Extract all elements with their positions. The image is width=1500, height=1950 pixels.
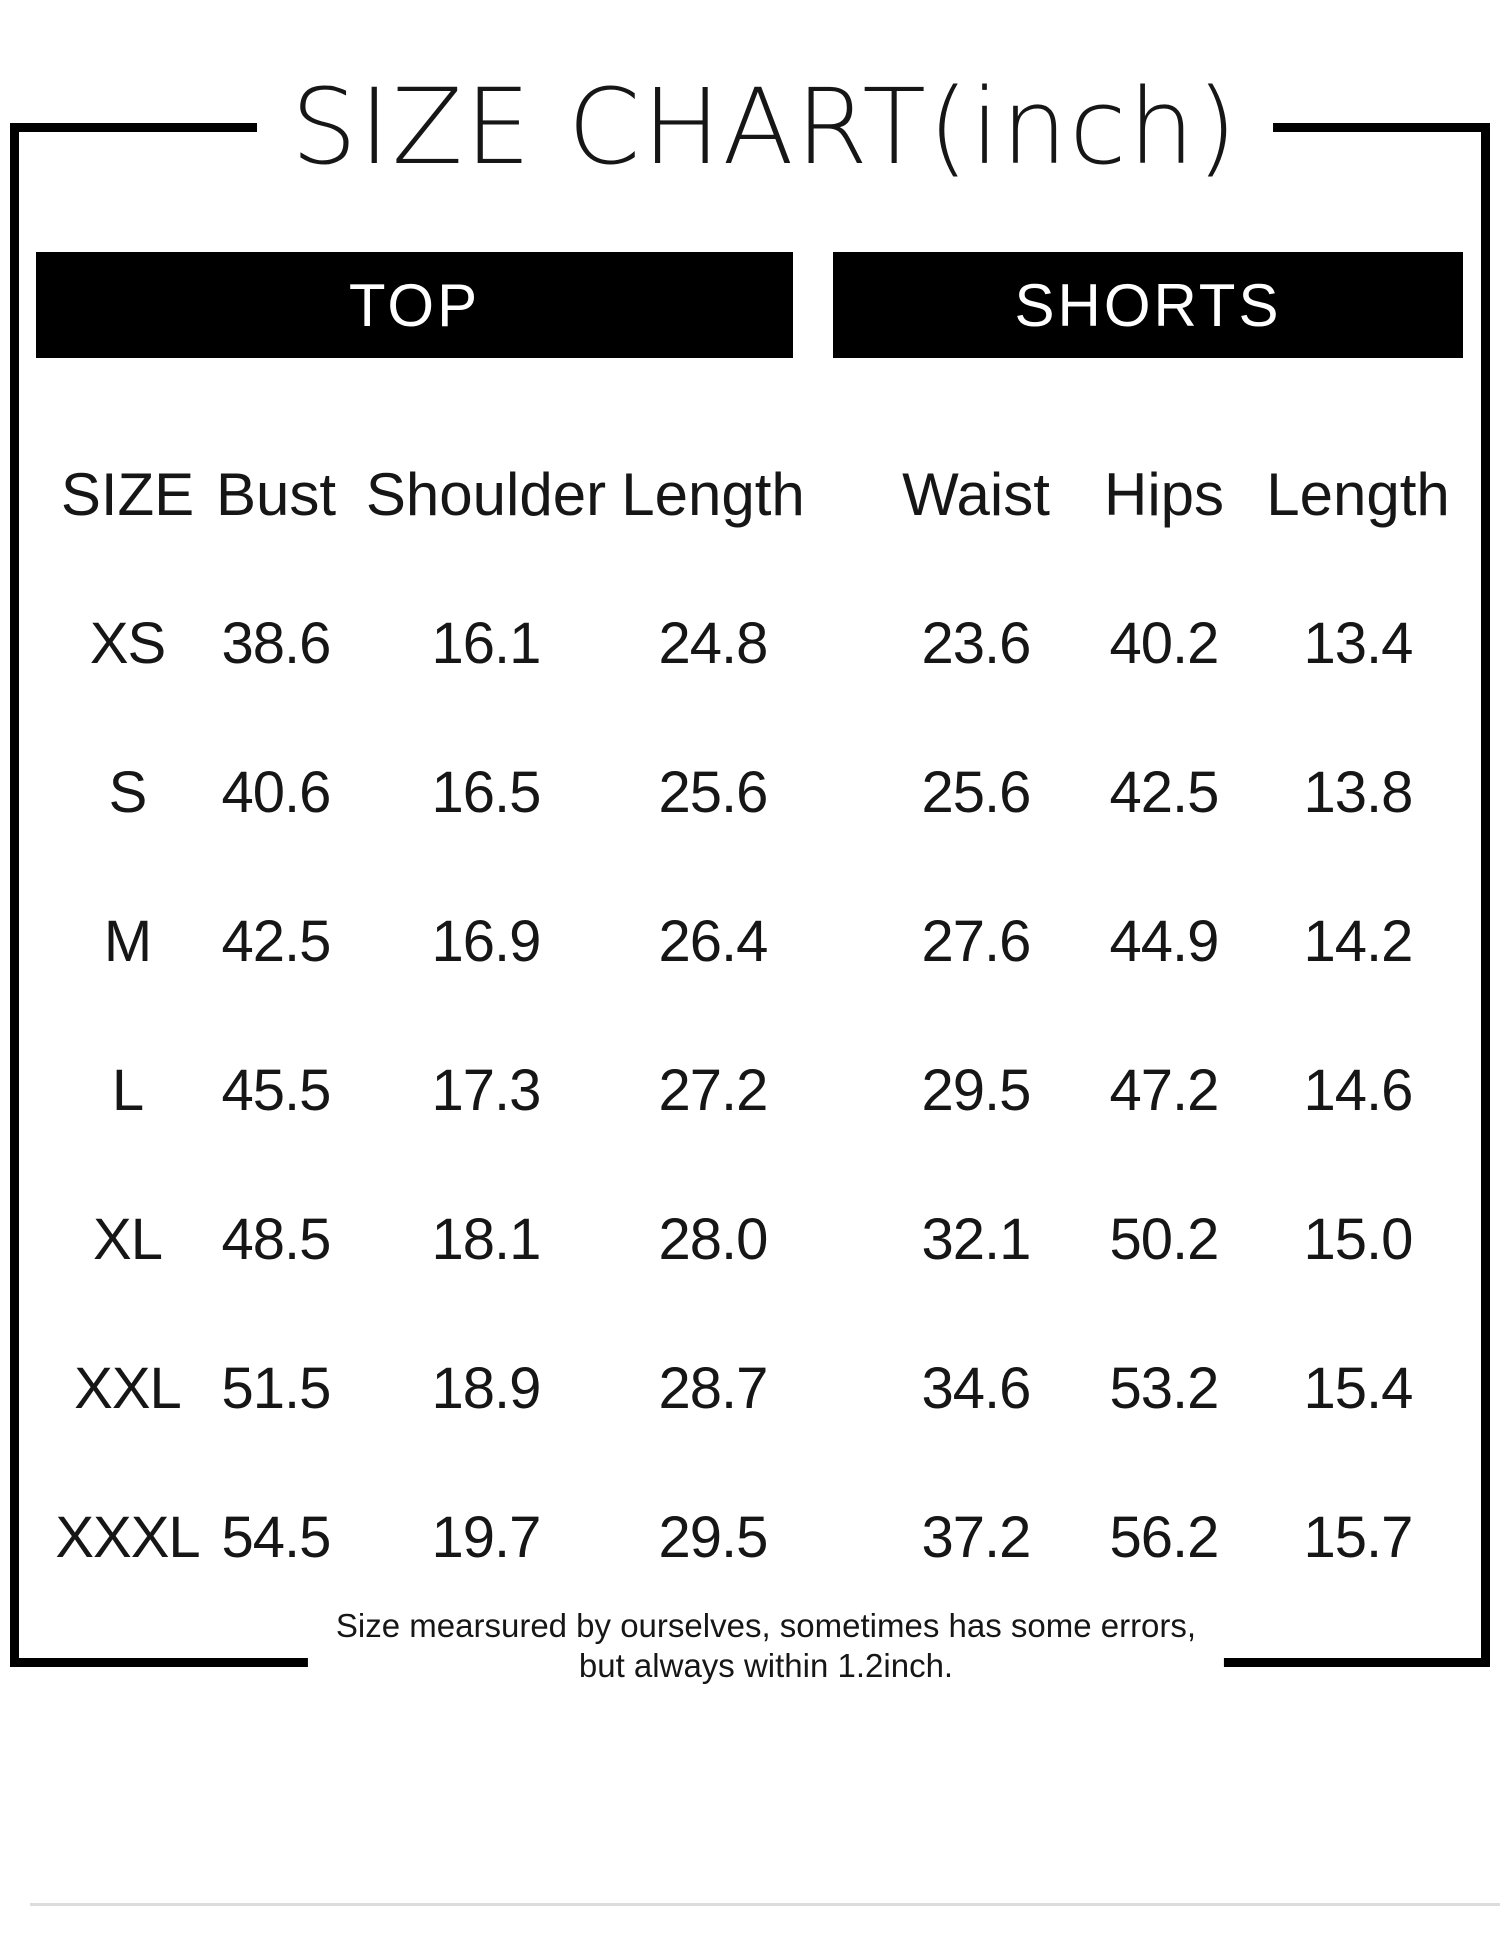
- value-cell: 29.5: [921, 1058, 1032, 1123]
- table-row: S 40.6 16.5 25.6 25.6 42.5 13.8: [55, 718, 1460, 867]
- shorts-section-bar: SHORTS: [833, 252, 1463, 358]
- value-cell: 14.6: [1303, 1058, 1414, 1123]
- value-cell: 47.2: [1109, 1058, 1220, 1123]
- size-cell: XL: [93, 1207, 163, 1272]
- size-cell: XXL: [74, 1356, 182, 1421]
- header-cell-bust: Bust: [215, 461, 337, 528]
- value-cell: 16.5: [431, 760, 542, 825]
- shorts-section-label: SHORTS: [1014, 271, 1282, 339]
- header-cell-size: SIZE: [60, 461, 195, 528]
- value-cell: 16.1: [431, 611, 542, 676]
- value-cell: 27.2: [658, 1058, 769, 1123]
- size-cell: S: [108, 760, 148, 825]
- value-cell: 42.5: [221, 909, 332, 974]
- table-row: XXXL 54.5 19.7 29.5 37.2 56.2 15.7: [55, 1463, 1460, 1612]
- value-cell: 25.6: [921, 760, 1032, 825]
- value-cell: 16.9: [431, 909, 542, 974]
- value-cell: 29.5: [658, 1505, 769, 1570]
- size-cell: M: [103, 909, 152, 974]
- table-row: M 42.5 16.9 26.4 27.6 44.9 14.2: [55, 867, 1460, 1016]
- value-cell: 28.0: [658, 1207, 769, 1272]
- value-cell: 51.5: [221, 1356, 332, 1421]
- size-cell: XXXL: [55, 1505, 200, 1570]
- table-row: XXL 51.5 18.9 28.7 34.6 53.2 15.4: [55, 1314, 1460, 1463]
- size-table: SIZE Bust Shoulder Length Waist Hips Len…: [55, 420, 1460, 1612]
- measurement-note: Size mearsured by ourselves, sometimes h…: [307, 1606, 1225, 1686]
- value-cell: 34.6: [921, 1356, 1032, 1421]
- value-cell: 28.7: [658, 1356, 769, 1421]
- top-section-bar: TOP: [36, 252, 793, 358]
- value-cell: 40.2: [1109, 611, 1220, 676]
- table-row: L 45.5 17.3 27.2 29.5 47.2 14.6: [55, 1016, 1460, 1165]
- value-cell: 13.4: [1303, 611, 1414, 676]
- value-cell: 19.7: [431, 1505, 542, 1570]
- value-cell: 56.2: [1109, 1505, 1220, 1570]
- value-cell: 50.2: [1109, 1207, 1220, 1272]
- header-cell-hips: Hips: [1103, 461, 1225, 528]
- page-title: SIZE CHART(inch): [257, 68, 1273, 186]
- value-cell: 25.6: [658, 760, 769, 825]
- table-header-row: SIZE Bust Shoulder Length Waist Hips Len…: [55, 420, 1460, 569]
- value-cell: 32.1: [921, 1207, 1032, 1272]
- value-cell: 37.2: [921, 1505, 1032, 1570]
- value-cell: 17.3: [431, 1058, 542, 1123]
- value-cell: 26.4: [658, 909, 769, 974]
- value-cell: 13.8: [1303, 760, 1414, 825]
- measurement-note-line2: but always within 1.2inch.: [578, 1647, 954, 1684]
- value-cell: 23.6: [921, 611, 1032, 676]
- value-cell: 44.9: [1109, 909, 1220, 974]
- value-cell: 48.5: [221, 1207, 332, 1272]
- header-cell-shoulder: Shoulder: [365, 461, 607, 528]
- header-cell-top-length: Length: [621, 461, 805, 528]
- bottom-divider: [30, 1903, 1500, 1906]
- value-cell: 18.9: [431, 1356, 542, 1421]
- table-row: XS 38.6 16.1 24.8 23.6 40.2 13.4: [55, 569, 1460, 718]
- value-cell: 15.7: [1303, 1505, 1414, 1570]
- value-cell: 18.1: [431, 1207, 542, 1272]
- header-cell-shorts-length: Length: [1266, 461, 1450, 528]
- value-cell: 53.2: [1109, 1356, 1220, 1421]
- size-cell: XS: [89, 611, 166, 676]
- value-cell: 14.2: [1303, 909, 1414, 974]
- measurement-note-line1: Size mearsured by ourselves, sometimes h…: [335, 1607, 1197, 1644]
- top-section-label: TOP: [348, 271, 481, 339]
- value-cell: 38.6: [221, 611, 332, 676]
- size-cell: L: [111, 1058, 144, 1123]
- table-row: XL 48.5 18.1 28.0 32.1 50.2 15.0: [55, 1165, 1460, 1314]
- value-cell: 15.4: [1303, 1356, 1414, 1421]
- value-cell: 27.6: [921, 909, 1032, 974]
- value-cell: 40.6: [221, 760, 332, 825]
- header-cell-waist: Waist: [902, 461, 1050, 528]
- value-cell: 54.5: [221, 1505, 332, 1570]
- value-cell: 45.5: [221, 1058, 332, 1123]
- value-cell: 24.8: [658, 611, 769, 676]
- value-cell: 15.0: [1303, 1207, 1414, 1272]
- value-cell: 42.5: [1109, 760, 1220, 825]
